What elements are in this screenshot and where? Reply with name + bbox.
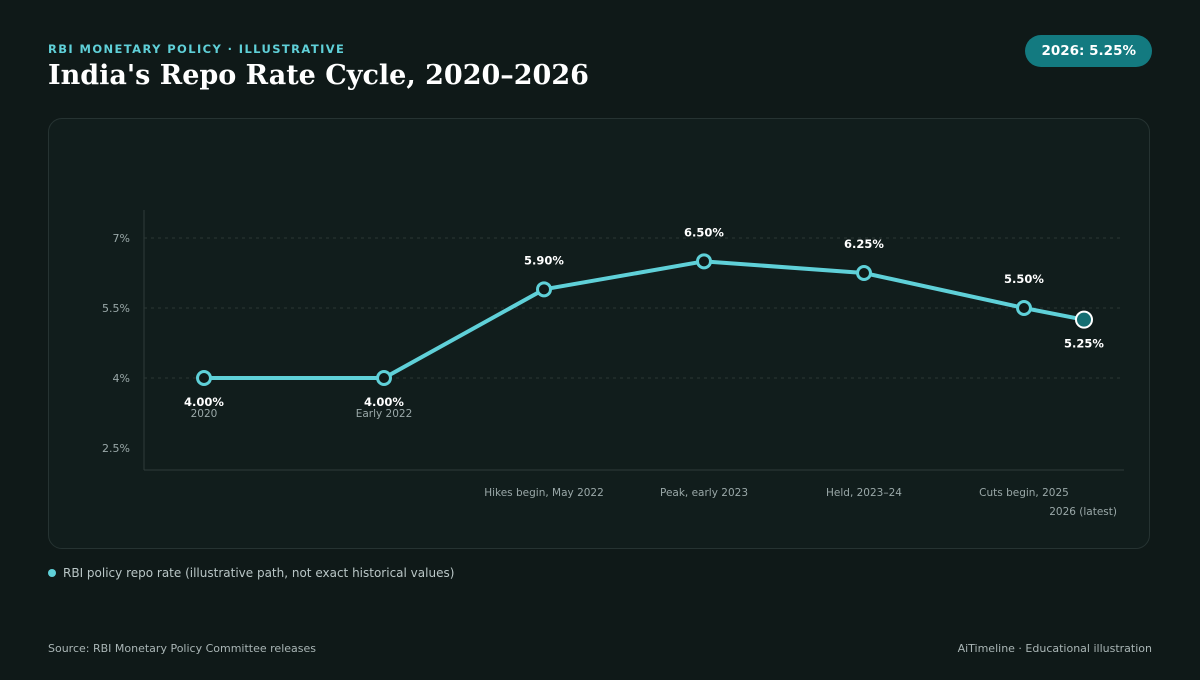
data-point: [856, 265, 872, 281]
legend-swatch: [48, 569, 56, 577]
latest-rate-badge: 2026: 5.25%: [1025, 35, 1152, 67]
source-note: Source: RBI Monetary Policy Committee re…: [48, 642, 316, 655]
data-point: [696, 253, 712, 270]
y-tick-label: 4%: [113, 372, 130, 385]
repo-rate-chart: 2.5% 4% 5.5% 7% 4.00% 4.00% 5.90% 6.50% 6.25% 5.5…: [102, 210, 1124, 518]
data-point: [196, 370, 212, 386]
x-category-label: Early 2022: [356, 408, 413, 420]
data-point: [1075, 310, 1093, 329]
x-category-label: 2026 (latest): [1049, 506, 1117, 518]
x-category-label: 2020: [191, 408, 218, 420]
x-category-label: Cuts begin, 2025: [979, 487, 1069, 499]
chart-panel: [48, 118, 1150, 549]
chart-title: India's Repo Rate Cycle, 2020–2026: [48, 60, 589, 91]
data-point: [376, 370, 392, 386]
series-line: [202, 259, 1086, 380]
data-label: 4.00%: [364, 395, 404, 409]
chart-kicker: RBI MONETARY POLICY · ILLUSTRATIVE: [48, 42, 346, 56]
x-category-label: Peak, early 2023: [660, 487, 748, 499]
data-label: 5.90%: [524, 253, 564, 267]
legend-label: RBI policy repo rate (illustrative path,…: [63, 566, 455, 580]
data-label: 6.50%: [684, 225, 724, 239]
y-tick-label: 7%: [113, 232, 130, 245]
chart-legend: RBI policy repo rate (illustrative path,…: [48, 566, 454, 580]
y-tick-label: 2.5%: [102, 442, 130, 455]
credit-note: AiTimeline · Educational illustration: [957, 642, 1152, 655]
x-category-label: Held, 2023–24: [826, 487, 902, 499]
data-label: 5.25%: [1064, 337, 1104, 351]
data-point: [536, 281, 552, 298]
data-label: 6.25%: [844, 237, 884, 251]
x-category-label: Hikes begin, May 2022: [484, 487, 604, 499]
data-label: 5.50%: [1004, 272, 1044, 286]
data-label: 4.00%: [184, 395, 224, 409]
data-point: [1016, 300, 1032, 316]
y-tick-label: 5.5%: [102, 302, 130, 315]
